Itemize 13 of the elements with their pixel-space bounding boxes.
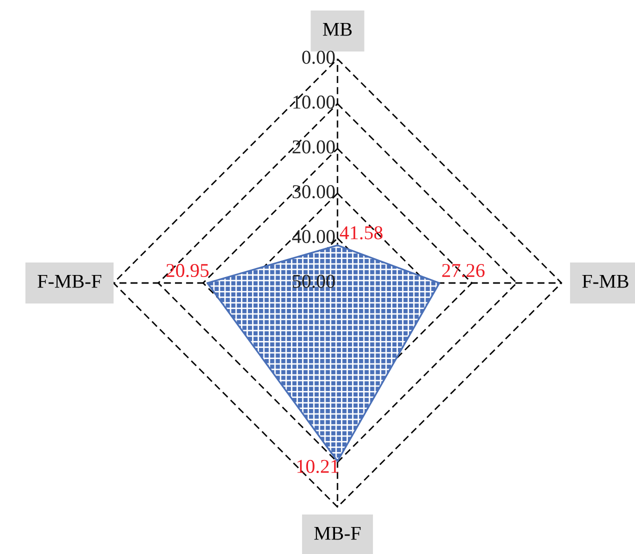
y-tick-label: 20.00	[292, 140, 335, 154]
data-label: 27.26	[442, 264, 485, 278]
data-label: 10.21	[297, 460, 338, 474]
y-tick-label: 0.00	[302, 50, 335, 64]
spoke-label: F-MB-F	[38, 274, 102, 288]
spoke-label: F-MB	[582, 274, 628, 288]
y-tick-label: 10.00	[293, 96, 335, 109]
data-label: 41.58	[340, 226, 383, 240]
y-tick-label: 30.00	[292, 185, 335, 198]
spoke-label: MB	[322, 22, 352, 36]
spoke-label: MB-F	[314, 526, 361, 540]
data-label: 20.95	[166, 264, 209, 278]
y-tick-label: 40.00	[292, 230, 335, 244]
